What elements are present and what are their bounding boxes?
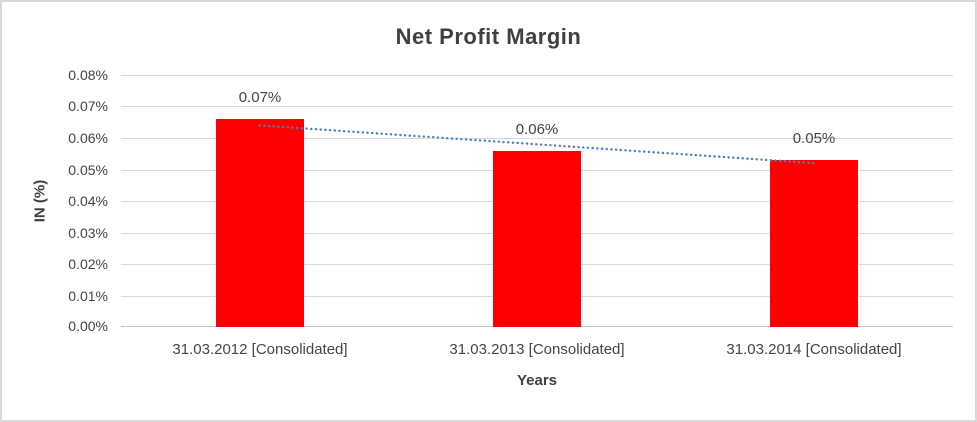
data-label: 0.07% [238,89,282,106]
y-tick-label: 0.08% [68,67,108,83]
trendline [258,124,816,165]
x-category-label: 31.03.2014 [Consolidated] [726,341,902,358]
data-label: 0.06% [515,121,559,138]
x-category-label: 31.03.2013 [Consolidated] [449,341,625,358]
trendline-layer [258,124,816,165]
y-tick-label: 0.01% [68,288,108,304]
bar-31.03.2012 [Consolidated] [216,119,304,327]
chart-title: Net Profit Margin [395,24,582,49]
y-gridline [121,75,953,76]
y-tick-label: 0.05% [68,162,108,178]
plot-area: 0.07% 0.06% 0.05% [121,75,953,327]
y-tick-label: 0.07% [68,98,108,114]
y-gridline [121,138,953,139]
y-tick-label: 0.04% [68,193,108,209]
y-tick-label: 0.00% [68,318,108,334]
data-label: 0.05% [792,130,836,147]
y-gridline [121,106,953,107]
y-tick-label: 0.06% [68,130,108,146]
y-tick-label: 0.03% [68,225,108,241]
x-category-label: 31.03.2012 [Consolidated] [172,341,348,358]
y-tick-label: 0.02% [68,256,108,272]
bar-31.03.2013 [Consolidated] [493,151,581,327]
x-axis-title: Years [516,372,558,389]
bar-31.03.2014 [Consolidated] [770,160,858,327]
